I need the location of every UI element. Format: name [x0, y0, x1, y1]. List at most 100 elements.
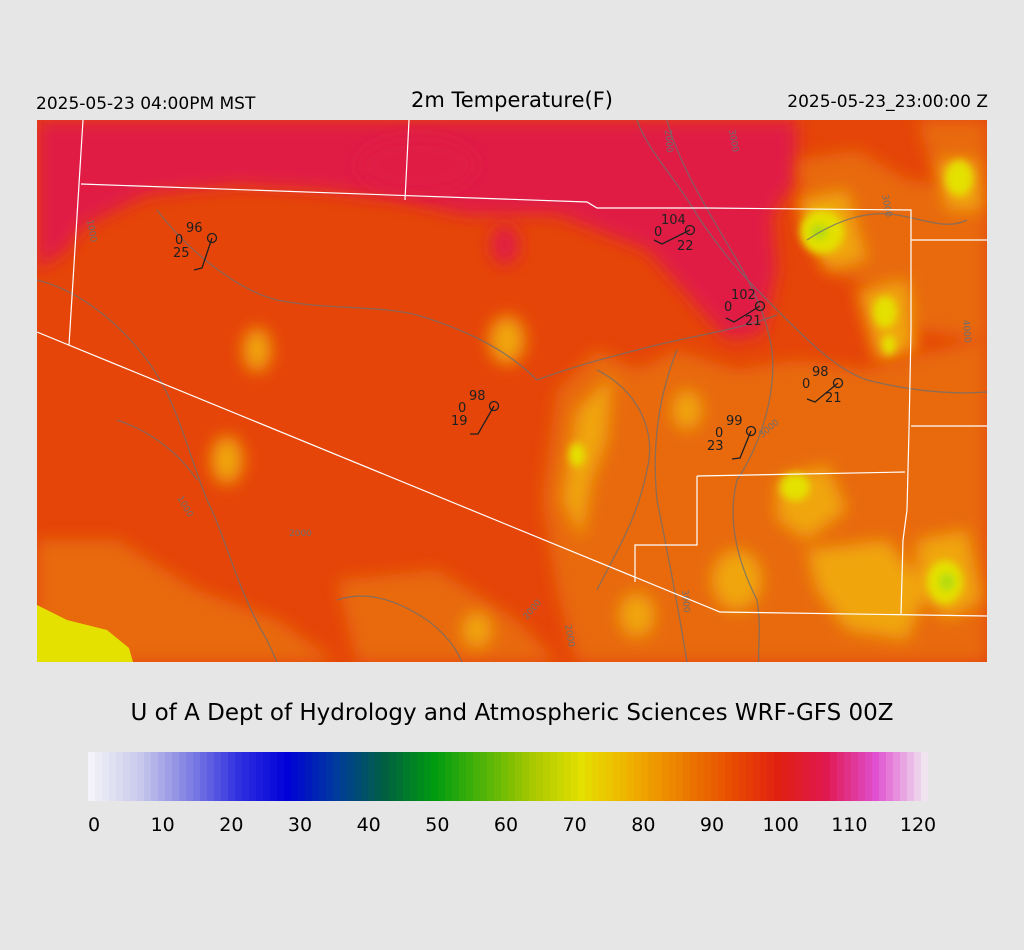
colorbar-swatch	[683, 752, 691, 801]
colorbar-swatch	[669, 752, 677, 801]
colorbar-swatch	[144, 752, 152, 801]
colorbar-tick-label: 40	[356, 814, 381, 836]
colorbar-swatch	[186, 752, 194, 801]
colorbar-swatch	[109, 752, 117, 801]
colorbar-swatch	[165, 752, 173, 801]
station-dewpt: 0	[802, 377, 810, 392]
colorbar-swatch	[655, 752, 663, 801]
colorbar-swatch	[767, 752, 775, 801]
colorbar-swatch	[781, 752, 789, 801]
colorbar-swatch	[179, 752, 187, 801]
colorbar-tick-label: 50	[425, 814, 450, 836]
contour-label: 1000	[84, 219, 98, 244]
colorbar-swatch	[634, 752, 642, 801]
station-temp: 102	[731, 288, 756, 303]
colorbar-swatch	[732, 752, 740, 801]
county-border	[80, 183, 912, 330]
colorbar-tick-label: 60	[493, 814, 519, 836]
colorbar-swatch	[704, 752, 712, 801]
colorbar-swatch	[459, 752, 467, 801]
colorbar-swatch	[417, 752, 425, 801]
colorbar-swatch	[774, 752, 782, 801]
colorbar-tick-label: 10	[150, 814, 175, 836]
colorbar-swatch	[865, 752, 873, 801]
colorbar-swatch	[746, 752, 754, 801]
borders	[37, 120, 987, 617]
colorbar-swatch	[319, 752, 327, 801]
colorbar-swatch	[214, 752, 222, 801]
colorbar-swatch	[368, 752, 376, 801]
colorbar-swatch	[522, 752, 530, 801]
colorbar-swatch	[753, 752, 761, 801]
colorbar-tick-label: 80	[631, 814, 656, 836]
station: 96 0 25	[173, 221, 218, 271]
colorbar-swatch	[578, 752, 586, 801]
colorbar-swatch	[515, 752, 523, 801]
colorbar-swatch	[375, 752, 383, 801]
colorbar-swatch	[88, 752, 96, 801]
colorbar-swatch	[123, 752, 131, 801]
colorbar-swatch	[354, 752, 362, 801]
colorbar-tick-label: 120	[899, 814, 937, 836]
station-temp: 98	[812, 365, 829, 380]
colorbar-swatch	[466, 752, 474, 801]
station: 102 0 21	[724, 288, 766, 329]
colorbar-swatch	[879, 752, 887, 801]
colorbar-swatch	[508, 752, 516, 801]
contour-label: 4000	[960, 319, 972, 343]
station-dewpt: 0	[654, 225, 662, 240]
colorbar-swatch	[662, 752, 670, 801]
colorbar-swatch	[550, 752, 558, 801]
colorbar-swatch	[487, 752, 495, 801]
county-border	[68, 120, 84, 346]
valid-time-local: 2025-05-23 04:00PM MST	[36, 94, 256, 114]
colorbar-swatch	[382, 752, 390, 801]
colorbar-swatch	[872, 752, 880, 801]
station: 98 0 19	[451, 389, 500, 435]
colorbar-swatch	[95, 752, 103, 801]
colorbar-swatch	[137, 752, 145, 801]
colorbar-swatch	[102, 752, 110, 801]
colorbar-swatch	[564, 752, 572, 801]
station-dewpt: 0	[715, 426, 723, 441]
colorbar-swatch	[221, 752, 229, 801]
colorbar-swatch	[270, 752, 278, 801]
colorbar-swatch	[760, 752, 768, 801]
station-temp: 96	[186, 221, 203, 236]
station-dewpt: 0	[175, 233, 183, 248]
colorbar-tick-label: 90	[699, 814, 725, 836]
colorbar-swatch	[200, 752, 208, 801]
colorbar-swatch	[249, 752, 257, 801]
colorbar-swatch	[298, 752, 306, 801]
colorbar-swatch	[809, 752, 817, 801]
colorbar-swatch	[172, 752, 180, 801]
station-dewpt: 0	[458, 401, 466, 416]
colorbar-swatch	[445, 752, 453, 801]
colorbar-swatch	[690, 752, 698, 801]
colorbar-swatch	[739, 752, 747, 801]
colorbar-swatch	[823, 752, 831, 801]
colorbar-swatch	[725, 752, 733, 801]
colorbar-tick-label: 0	[87, 814, 101, 836]
colorbar-swatch	[438, 752, 446, 801]
colorbar-swatch	[151, 752, 159, 801]
colorbar-swatch	[592, 752, 600, 801]
colorbar-swatch	[788, 752, 796, 801]
colorbar-swatch	[263, 752, 271, 801]
colorbar-swatch	[158, 752, 166, 801]
colorbar-swatch	[830, 752, 838, 801]
colorbar-swatch	[648, 752, 656, 801]
colorbar-swatch	[410, 752, 418, 801]
county-border	[404, 120, 410, 201]
colorbar-swatch	[816, 752, 824, 801]
colorbar-swatch	[711, 752, 719, 801]
colorbar-swatch	[396, 752, 404, 801]
colorbar-swatch	[305, 752, 313, 801]
contour-label: 2000	[289, 529, 312, 539]
station-temp: 99	[726, 414, 743, 429]
station-wind: 21	[745, 314, 762, 329]
valid-time-utc: 2025-05-23_23:00:00 Z	[787, 92, 988, 112]
colorbar-tick-label: 20	[219, 814, 244, 836]
colorbar-swatch	[333, 752, 341, 801]
contour-label: 3000	[879, 194, 893, 219]
